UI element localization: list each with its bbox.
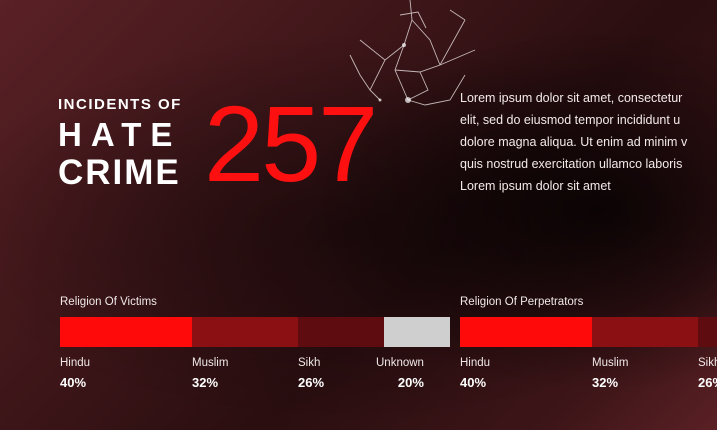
perpetrators-title: Religion Of Perpetrators [460,296,584,308]
segment-label-sikh: Sikh 26% [298,357,324,390]
bar-segment-hindu [60,317,192,347]
description-paragraph: Lorem ipsum dolor sit amet, consectetur … [460,87,717,197]
segment-label-hindu: Hindu 40% [60,357,90,390]
paragraph-line: dolore magna aliqua. Ut enim ad minim v [460,135,688,149]
bar-segment-hindu [460,317,592,347]
perpetrators-bar [460,317,717,347]
perpetrators-labels: Hindu 40% Muslim 32% Sikh 26% [460,357,717,397]
paragraph-line: Lorem ipsum dolor sit amet [460,179,611,193]
paragraph-line: Lorem ipsum dolor sit amet, consectetur [460,91,683,105]
segment-label-muslim: Muslim 32% [592,357,628,390]
incident-count: 257 [204,83,378,204]
segment-name: Unknown [376,357,424,369]
segment-name: Sikh [298,357,321,369]
segment-name: Hindu [460,357,491,369]
bar-segment-muslim [192,317,298,347]
cracked-glass-icon [349,0,476,106]
segment-name: Hindu [60,357,91,369]
segment-percent: 32% [192,375,219,390]
headline-line1: INCIDENTS OF [58,96,182,113]
bar-segment-sikh [698,317,717,347]
segment-label-sikh: Sikh 26% [698,357,717,390]
victims-labels: Hindu 40% Muslim 32% Sikh 26% Unknown 20% [60,357,424,397]
bar-segment-sikh [298,317,384,347]
segment-percent: 32% [592,375,619,390]
segment-name: Sikh [698,357,717,369]
headline-line2: HATE [58,116,182,153]
bar-segment-muslim [592,317,698,347]
victims-bar [60,317,450,347]
segment-percent: 26% [698,375,717,390]
segment-percent: 26% [298,375,325,390]
victims-panel: Religion Of Victims Hindu 40% Muslim 32% Sik… [60,296,450,397]
paragraph-line: quis nostrud exercitation ullamco labori… [460,157,683,171]
segment-name: Muslim [192,357,229,369]
headline-line3: CRIME [58,153,181,192]
perpetrators-panel: Religion Of Perpetrators Hindu 40% Muslim 3… [460,296,717,397]
paragraph-line: elit, sed do eiusmod tempor incididunt u [460,113,681,127]
victims-title: Religion Of Victims [60,296,157,308]
segment-percent: 20% [397,375,424,390]
segment-name: Muslim [592,357,629,369]
segment-label-unknown: Unknown 20% [376,357,424,390]
headline-block: INCIDENTS OF HATE CRIME [58,96,182,192]
segment-label-muslim: Muslim 32% [192,357,228,390]
bar-segment-unknown [384,317,450,347]
segment-percent: 40% [460,375,487,390]
segment-label-hindu: Hindu 40% [460,357,490,390]
segment-percent: 40% [60,375,87,390]
